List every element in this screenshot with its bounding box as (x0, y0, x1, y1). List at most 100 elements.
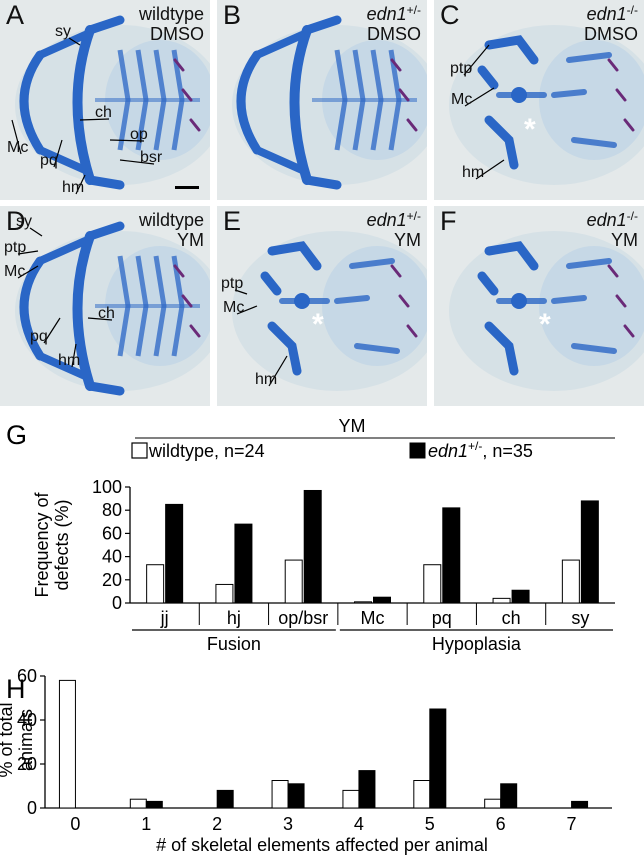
leader-line (87, 317, 113, 321)
x-tick-label-h: 4 (354, 814, 364, 834)
genotype-superscript: -/- (626, 209, 638, 223)
genotype-label: edn1 (586, 210, 627, 230)
bar-het-ch (511, 589, 530, 604)
scale-bar (175, 186, 199, 189)
legend-swatch-wildtype (131, 442, 148, 459)
x-tick-label-g: sy (571, 608, 589, 628)
y-tick-label-h: 60 (17, 666, 37, 686)
x-tick-label-h: 3 (283, 814, 293, 834)
bar-het-pq (442, 507, 461, 604)
structure-label-op: op (130, 126, 148, 143)
leader-line (43, 317, 61, 344)
leader-line (236, 305, 258, 315)
leader-line (71, 343, 77, 368)
bar-het-4 (358, 770, 376, 809)
bar-het-3 (287, 783, 305, 809)
leader-line (68, 37, 81, 46)
y-tick-label-g: 40 (102, 547, 122, 567)
genotype-treatment-label: edn1-/- YM (587, 210, 638, 250)
bar-het-2 (216, 789, 234, 809)
structure-label-hm: hm (255, 371, 278, 388)
genotype-label: edn1 (366, 210, 407, 230)
genotype-treatment-label: edn1+/- DMSO (367, 4, 421, 44)
x-tick-label-g: jj (160, 608, 169, 628)
x-tick-label-h: 6 (496, 814, 506, 834)
bar-wildtype-jj (146, 564, 165, 604)
x-tick-label-h: 1 (141, 814, 151, 834)
bar-het-sy (580, 500, 599, 604)
bar-wildtype-hj (215, 583, 234, 604)
leader-line (464, 87, 495, 107)
x-tick-label-g: Mc (361, 608, 385, 628)
treatment-label: DMSO (150, 24, 204, 44)
genotype-superscript: -/- (626, 3, 638, 17)
structure-label-hm: hm (58, 352, 81, 369)
bar-wildtype-5 (413, 780, 431, 809)
y-tick-label-h: 0 (27, 798, 37, 818)
treatment-label: YM (611, 230, 638, 250)
panel-letter: E (223, 206, 242, 236)
y-axis-title-g: Frequency ofdefects (%) (32, 491, 72, 597)
genotype-treatment-label: wildtype DMSO (139, 4, 204, 44)
bar-het-Mc (373, 596, 391, 604)
treatment-label: YM (177, 230, 204, 250)
asterisk-marker: * (312, 308, 324, 341)
bar-wildtype-pq (423, 564, 442, 604)
legend-label-het: edn1+/-, n=35 (428, 439, 533, 461)
x-tick-label-g: pq (432, 608, 452, 628)
leader-lines (234, 289, 288, 387)
leader-line (109, 139, 145, 142)
panel-letter-g: G (6, 420, 27, 450)
legend-swatch-het (409, 442, 426, 459)
structure-label-hm: hm (62, 179, 85, 196)
genotype-label: wildtype (138, 4, 204, 24)
y-tick-label-g: 60 (102, 523, 122, 543)
bar-wildtype-6 (484, 798, 502, 809)
structure-label-pq: pq (30, 328, 48, 345)
structure-label-sy: sy (55, 23, 71, 40)
bar-wildtype-0 (58, 679, 76, 809)
y-tick-label-g: 80 (102, 500, 122, 520)
bar-wildtype-4 (342, 789, 360, 809)
cartilage-stain-image (449, 25, 644, 185)
structure-label-pq: pq (40, 152, 58, 169)
leader-line (17, 265, 39, 279)
bar-het-jj (165, 503, 184, 604)
cartilage-stain-image (449, 231, 644, 391)
x-tick-label-h: 0 (70, 814, 80, 834)
genotype-treatment-label: wildtype YM (139, 210, 204, 250)
bar-het-6 (500, 783, 518, 809)
y-axis-title-h: % of totalanimals (0, 702, 36, 777)
panel-letter: B (223, 0, 242, 30)
structure-label-ptp: ptp (4, 239, 27, 256)
leader-line (79, 118, 110, 121)
x-tick-label-h: 5 (425, 814, 435, 834)
bar-wildtype-3 (271, 780, 289, 809)
structure-label-bsr: bsr (140, 149, 163, 166)
structure-label-mc: Mc (451, 91, 473, 108)
cartilage-stain-image (232, 231, 427, 391)
genotype-superscript: +/- (406, 3, 421, 17)
bar-wildtype-1 (129, 798, 147, 809)
y-tick-label-g: 20 (102, 570, 122, 590)
bar-het-5 (429, 708, 447, 809)
leader-line (29, 227, 43, 237)
x-tick-label-g: hj (227, 608, 241, 628)
bar-het-op/bsr (303, 489, 322, 604)
x-tick-label-h: 2 (212, 814, 222, 834)
leader-line (268, 355, 288, 387)
leader-line (234, 289, 248, 295)
leader-line (475, 159, 505, 180)
leader-lines (17, 227, 113, 368)
leader-lines (11, 37, 155, 195)
treatment-label: DMSO (584, 24, 638, 44)
bar-het-1 (145, 800, 163, 809)
bar-het-7 (571, 800, 589, 809)
leader-line (17, 250, 39, 255)
structure-label-hm: hm (462, 164, 485, 181)
bar-wildtype-sy (561, 559, 580, 604)
